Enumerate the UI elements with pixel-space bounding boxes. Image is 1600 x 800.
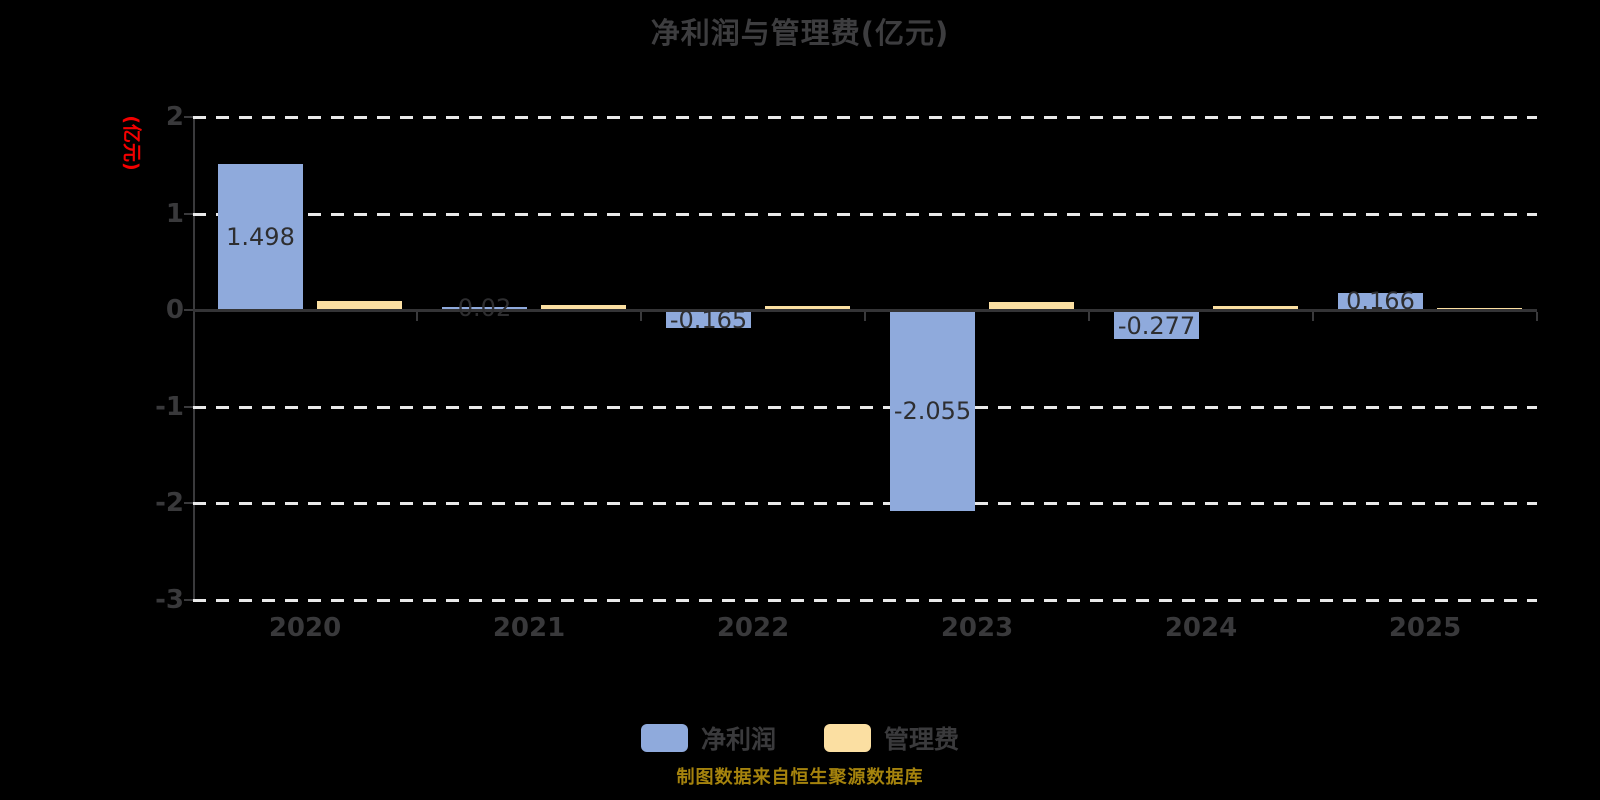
- bar-净利润-2021[interactable]: [442, 307, 527, 310]
- legend-label-mgmt-fee: 管理费: [884, 725, 960, 754]
- x-tick: [1088, 312, 1090, 322]
- x-category-label-2025: 2025: [1388, 613, 1462, 643]
- x-category-label-2023: 2023: [940, 613, 1014, 643]
- x-category-label-2020: 2020: [268, 613, 342, 643]
- bar-管理费-2024[interactable]: [1213, 306, 1298, 310]
- y-tick-label: 1: [165, 198, 184, 229]
- y-tick-label: 0: [165, 295, 184, 326]
- legend-label-net-profit: 净利润: [700, 725, 776, 754]
- bar-净利润-2020[interactable]: [218, 164, 303, 310]
- chart-title: 净利润与管理费(亿元): [650, 16, 950, 50]
- y-tick-label: -3: [155, 585, 184, 615]
- x-tick: [864, 312, 866, 322]
- x-category-label-2021: 2021: [492, 613, 566, 643]
- bar-value-label-2020: 1.498: [226, 222, 295, 251]
- y-tick: [184, 405, 193, 408]
- y-tick: [184, 502, 193, 505]
- data-source-note: 制图数据来自恒生聚源数据库: [676, 767, 924, 788]
- y-axis-line: [193, 117, 195, 602]
- y-tick-label: -1: [155, 391, 184, 422]
- bar-value-label-2022: -0.165: [669, 306, 748, 335]
- bar-value-label-2024: -0.277: [1117, 311, 1196, 340]
- x-tick: [1536, 312, 1538, 322]
- legend: 净利润 管理费: [0, 720, 1600, 756]
- bar-value-label-2023: -2.055: [893, 397, 972, 426]
- x-tick: [1312, 312, 1314, 322]
- plot-area: 2 1 0 -1 -2 -3 2020 2021 2022 2023 2024 2025 1.498 0.…: [155, 102, 1538, 643]
- zero-axis-line: [193, 309, 1537, 313]
- gridline-2: [193, 116, 1537, 119]
- y-tick: [184, 212, 193, 215]
- legend-item-net-profit[interactable]: 净利润: [640, 720, 776, 756]
- y-tick: [184, 599, 193, 601]
- y-tick: [184, 309, 193, 312]
- bar-管理费-2025[interactable]: [1437, 307, 1522, 310]
- y-tick-label: 2: [165, 102, 184, 132]
- bar-管理费-2021[interactable]: [541, 305, 626, 310]
- gridline--1: [193, 405, 1537, 409]
- net-profit-swatch: [640, 724, 688, 752]
- legend-item-mgmt-fee[interactable]: 管理费: [824, 720, 959, 756]
- x-category-label-2022: 2022: [716, 613, 790, 643]
- x-tick: [640, 312, 642, 322]
- bar-净利润-2023[interactable]: [890, 312, 975, 511]
- gridline-1: [193, 212, 1537, 216]
- bar-净利润-2025[interactable]: [1338, 293, 1423, 310]
- bar-value-label-2025: 0.166: [1346, 287, 1415, 316]
- mgmt-fee-swatch: [824, 724, 871, 752]
- bar-管理费-2020[interactable]: [317, 300, 402, 310]
- y-tick: [184, 116, 193, 118]
- y-tick-label: -2: [155, 488, 184, 519]
- x-tick: [416, 312, 418, 322]
- bar-净利润-2022[interactable]: [666, 312, 751, 329]
- gridline--3: [193, 599, 1537, 602]
- bar-管理费-2022[interactable]: [765, 306, 850, 310]
- x-category-label-2024: 2024: [1164, 613, 1238, 643]
- bar-净利润-2024[interactable]: [1114, 312, 1199, 339]
- bar-管理费-2023[interactable]: [989, 302, 1074, 310]
- bar-value-label-2021: 0.02: [457, 294, 512, 323]
- gridline--2: [193, 502, 1537, 506]
